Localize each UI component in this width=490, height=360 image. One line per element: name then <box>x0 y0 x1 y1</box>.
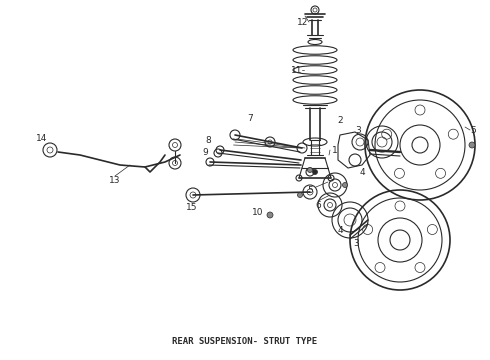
Circle shape <box>308 167 313 172</box>
Text: 9: 9 <box>202 148 208 157</box>
Circle shape <box>297 193 302 198</box>
Text: REAR SUSPENSION- STRUT TYPE: REAR SUSPENSION- STRUT TYPE <box>172 338 318 346</box>
Text: 7: 7 <box>247 113 253 122</box>
Circle shape <box>469 142 475 148</box>
Text: 13: 13 <box>109 176 121 185</box>
Text: 2: 2 <box>337 116 343 125</box>
Text: 5: 5 <box>307 185 313 194</box>
Circle shape <box>343 183 347 188</box>
Text: 12: 12 <box>297 18 309 27</box>
Text: 1: 1 <box>332 145 338 154</box>
Circle shape <box>267 212 273 218</box>
Text: 4: 4 <box>337 225 343 234</box>
Text: 10: 10 <box>252 207 264 216</box>
Text: 11: 11 <box>291 66 303 75</box>
Text: 3: 3 <box>355 126 361 135</box>
Text: 6: 6 <box>315 201 321 210</box>
Text: 15: 15 <box>186 202 198 212</box>
Text: 8: 8 <box>205 135 211 144</box>
Text: 4: 4 <box>359 167 365 176</box>
Text: 5: 5 <box>470 126 476 135</box>
Circle shape <box>313 170 318 175</box>
Text: 3: 3 <box>353 239 359 248</box>
Text: 14: 14 <box>36 134 48 143</box>
